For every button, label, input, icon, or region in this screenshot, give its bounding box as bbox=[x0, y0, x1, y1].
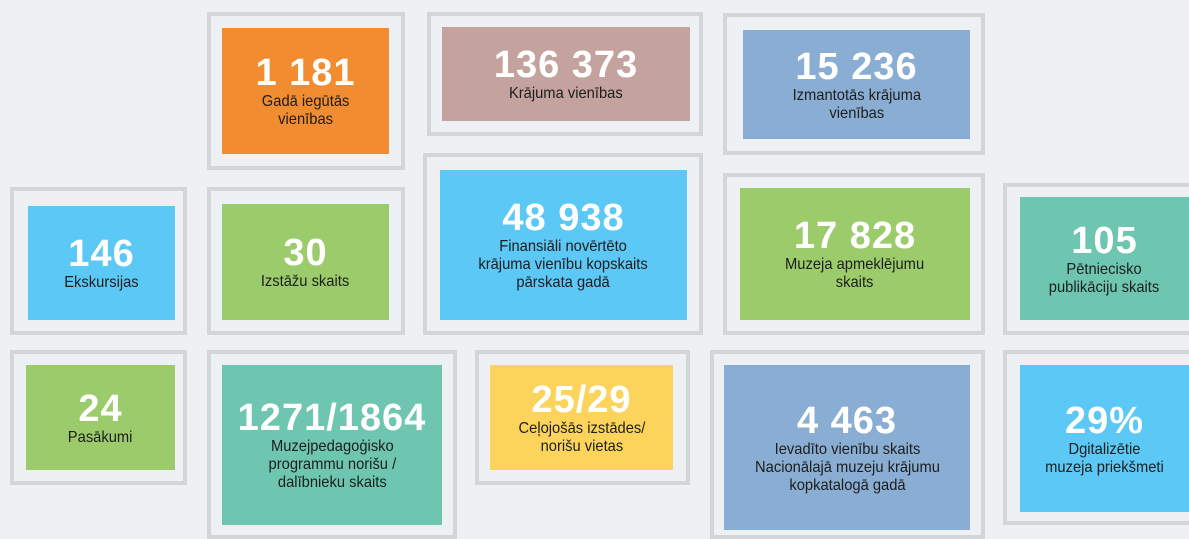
stat-label: Pētniecisko publikāciju skaits bbox=[1049, 261, 1159, 297]
stat-label-line: Muzeja apmeklējumu bbox=[785, 256, 925, 273]
stat-label-line: Muzejpedagoģisko bbox=[270, 438, 394, 455]
stat-label-line: Izmantotās krājuma bbox=[792, 86, 921, 104]
stat-label-line: vienības bbox=[278, 111, 333, 128]
stat-value: 48 938 bbox=[502, 197, 625, 239]
stat-label: Krājuma vienības bbox=[509, 85, 623, 103]
stat-label: Dgitalizētie muzeja priekšmeti bbox=[1045, 441, 1164, 477]
stat-label-line: Krājuma vienības bbox=[509, 85, 623, 102]
stat-label-line: dalībnieku skaits bbox=[277, 474, 387, 491]
stat-tile: 1271/1864 Muzejpedagoģisko programmu noriš… bbox=[222, 365, 442, 525]
stat-label-line: Izstāžu skaits bbox=[261, 273, 350, 290]
stat-label-line: Pasākumi bbox=[68, 428, 133, 446]
stat-value: 136 373 bbox=[493, 44, 639, 86]
stat-label-line: norišu vietas bbox=[540, 437, 623, 455]
stat-label-line: Ievadīto vienību skaits bbox=[774, 440, 920, 458]
stat-tile: 136 373 Krājuma vienības bbox=[442, 27, 690, 121]
stat-label-line: Nacionālajā muzeju krājumu bbox=[754, 458, 940, 476]
stat-value: 1271/1864 bbox=[237, 397, 427, 439]
stat-value: 1 181 bbox=[255, 52, 356, 94]
stat-label-line: pārskata gadā bbox=[516, 274, 611, 291]
stat-label-line: muzeja priekšmeti bbox=[1045, 458, 1164, 476]
stat-value: 30 bbox=[283, 232, 328, 274]
stat-label: Finansiāli novērtēto krājuma vienību kops… bbox=[479, 238, 648, 292]
stat-tile: 105 Pētniecisko publikāciju skaits bbox=[1020, 197, 1189, 320]
stat-label-line: vienības bbox=[829, 104, 884, 122]
stat-label-line: krājuma vienību kopskaits bbox=[478, 256, 649, 273]
stat-label: Izstāžu skaits bbox=[261, 273, 349, 291]
stat-value: 25/29 bbox=[531, 378, 632, 421]
stat-value: 105 bbox=[1071, 219, 1138, 262]
stat-tile: 25/29 Ceļojošās izstādes/norišu vietas bbox=[490, 365, 673, 470]
stat-tile: 30 Izstāžu skaits bbox=[222, 204, 389, 320]
stat-value: 146 bbox=[68, 233, 135, 275]
stat-tile: 146 Ekskursijas bbox=[28, 206, 175, 320]
stat-label: Ievadīto vienību skaits Nacionālajā muzej… bbox=[755, 441, 940, 495]
stat-tile: 48 938 Finansiāli novērtēto krājuma vienīb… bbox=[440, 170, 687, 320]
stat-value: 24 bbox=[78, 387, 123, 430]
stat-label-line: kopkatalogā gadā bbox=[788, 476, 906, 494]
stat-value: 4 463 bbox=[796, 399, 898, 442]
stat-tile: 24 Pasākumi bbox=[26, 365, 175, 470]
stat-value: 15 236 bbox=[795, 45, 918, 88]
stat-tile: 4 463 Ievadīto vienību skaits Nacionālajā … bbox=[724, 365, 970, 530]
stat-label-line: Finansiāli novērtēto bbox=[499, 238, 628, 255]
stat-tile: 15 236 Izmantotās krājuma vienības bbox=[743, 30, 970, 139]
stat-label: Gadā iegūtās vienības bbox=[262, 93, 350, 129]
stat-label-line: skaits bbox=[836, 274, 874, 291]
stat-tile: 17 828 Muzeja apmeklējumu skaits bbox=[740, 188, 970, 320]
stat-label-line: Pētniecisko bbox=[1066, 260, 1143, 278]
stat-label-line: Ceļojošās izstādes/ bbox=[518, 419, 645, 437]
stat-label: Muzejpedagoģisko programmu norišu / dalībn… bbox=[268, 438, 396, 492]
stat-tile: 29% Dgitalizētie muzeja priekšmeti bbox=[1020, 365, 1189, 512]
stat-label-line: Ekskursijas bbox=[64, 274, 139, 291]
stat-tile: 1 181 Gadā iegūtās vienības bbox=[222, 28, 389, 154]
stat-label-line: Gadā iegūtās bbox=[261, 93, 350, 110]
stat-label: Ekskursijas bbox=[64, 274, 138, 292]
stat-label: Pasākumi bbox=[68, 429, 133, 447]
stat-label: Ceļojošās izstādes/norišu vietas bbox=[518, 420, 645, 456]
stat-value: 17 828 bbox=[793, 215, 917, 257]
stat-label-line: Dgitalizētie bbox=[1068, 440, 1141, 458]
stat-label-line: programmu norišu / bbox=[268, 456, 396, 473]
stat-label: Izmantotās krājuma vienības bbox=[792, 87, 920, 123]
stat-label-line: publikāciju skaits bbox=[1049, 278, 1160, 296]
stat-value: 29% bbox=[1064, 399, 1145, 442]
stat-label: Muzeja apmeklējumu skaits bbox=[785, 256, 924, 292]
